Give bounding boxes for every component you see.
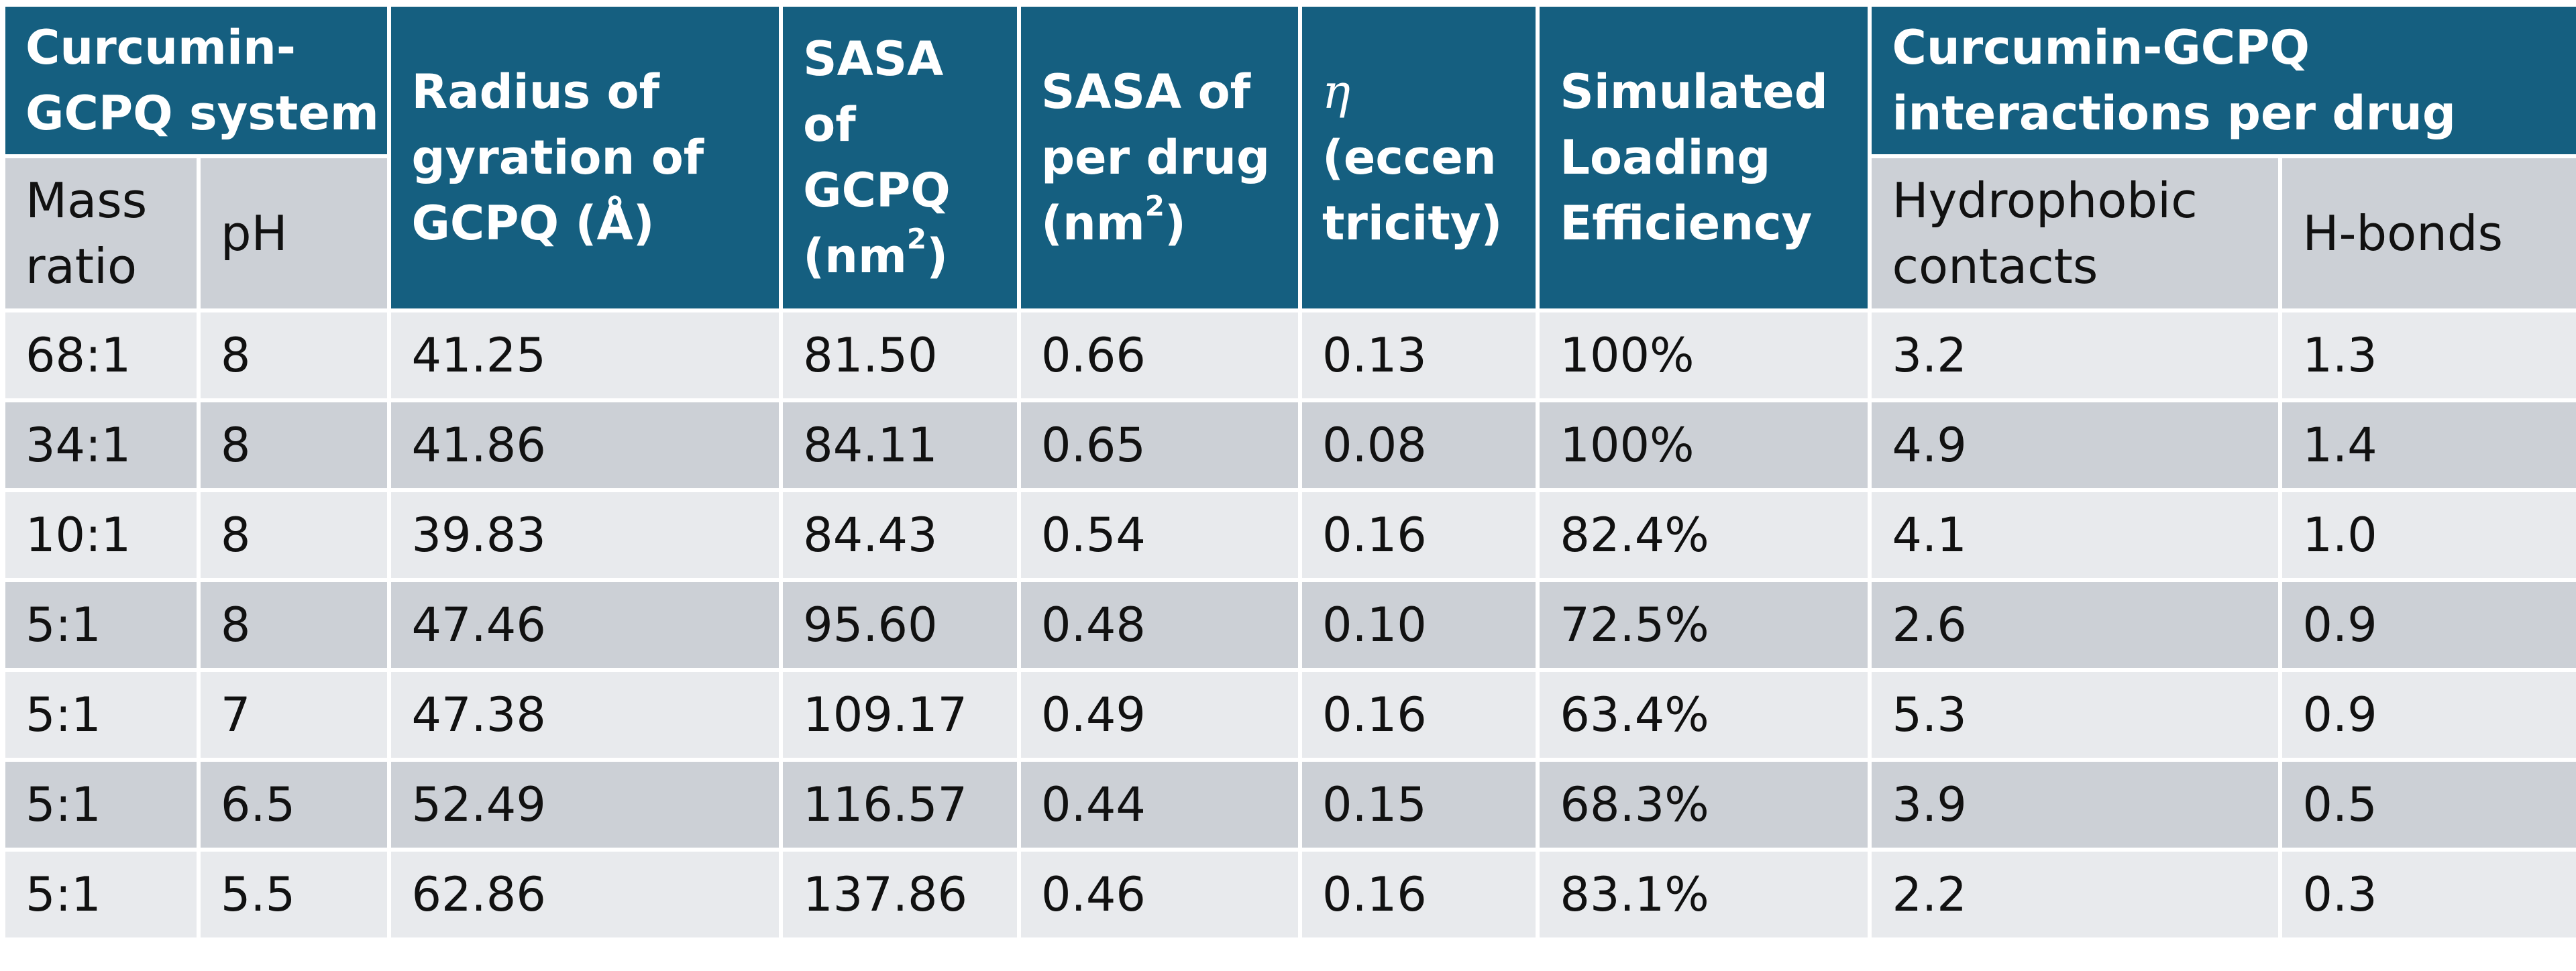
header-text: Hydrophobic contacts: [1892, 172, 2198, 294]
cell-hbonds: 0.3: [2282, 852, 2576, 937]
cell-eccentricity: 0.16: [1301, 852, 1536, 937]
table-row: 68:1 8 41.25 81.50 0.66 0.13 100% 3.2 1.…: [5, 312, 2576, 398]
cell-radius: 52.49: [391, 762, 780, 848]
header-text: Mass ratio: [25, 172, 148, 294]
cell-sasa-gcpq: 137.86: [783, 852, 1018, 937]
cell-radius: 41.86: [391, 402, 780, 488]
cell-eccentricity: 0.13: [1301, 312, 1536, 398]
cell-loading: 82.4%: [1540, 492, 1868, 578]
header-text: pH: [220, 205, 288, 262]
header-text: SASA of per drug (nm: [1041, 64, 1271, 251]
table-row: 5:1 7 47.38 109.17 0.49 0.16 63.4% 5.3 0…: [5, 672, 2576, 758]
cell-hbonds: 1.3: [2282, 312, 2576, 398]
header-hydrophobic-contacts: Hydrophobic contacts: [1872, 158, 2279, 308]
cell-eccentricity: 0.08: [1301, 402, 1536, 488]
cell-eccentricity: 0.10: [1301, 582, 1536, 668]
cell-mass-ratio: 34:1: [5, 402, 197, 488]
cell-sasa-drug: 0.48: [1021, 582, 1298, 668]
cell-ph: 7: [200, 672, 388, 758]
cell-radius: 47.46: [391, 582, 780, 668]
table-row: 5:1 8 47.46 95.60 0.48 0.10 72.5% 2.6 0.…: [5, 582, 2576, 668]
cell-loading: 100%: [1540, 312, 1868, 398]
header-text: Simulated Loading Efficiency: [1560, 64, 1828, 251]
cell-sasa-gcpq: 116.57: [783, 762, 1018, 848]
cell-loading: 100%: [1540, 402, 1868, 488]
header-radius-of-gyration: Radius of gyration of GCPQ (Å): [391, 7, 780, 308]
cell-sasa-gcpq: 84.11: [783, 402, 1018, 488]
header-interactions-per-drug: Curcumin-GCPQ interactions per drug: [1872, 7, 2576, 154]
header-eccentricity: η (eccen tricity): [1301, 7, 1536, 308]
cell-hydrophobic: 4.1: [1872, 492, 2279, 578]
cell-loading: 63.4%: [1540, 672, 1868, 758]
superscript-2: 2: [1144, 189, 1165, 223]
cell-mass-ratio: 10:1: [5, 492, 197, 578]
cell-eccentricity: 0.15: [1301, 762, 1536, 848]
table-row: 5:1 5.5 62.86 137.86 0.46 0.16 83.1% 2.2…: [5, 852, 2576, 937]
cell-sasa-drug: 0.66: [1021, 312, 1298, 398]
cell-hbonds: 1.0: [2282, 492, 2576, 578]
cell-sasa-gcpq: 81.50: [783, 312, 1018, 398]
header-text: ): [1165, 196, 1187, 251]
header-text: SASA of GCPQ (nm: [803, 32, 951, 284]
cell-sasa-drug: 0.44: [1021, 762, 1298, 848]
cell-sasa-drug: 0.54: [1021, 492, 1298, 578]
cell-mass-ratio: 5:1: [5, 762, 197, 848]
cell-mass-ratio: 5:1: [5, 852, 197, 937]
header-loading-efficiency: Simulated Loading Efficiency: [1540, 7, 1868, 308]
cell-ph: 8: [200, 312, 388, 398]
results-table: Curcumin- GCPQ system Radius of gyration…: [1, 3, 2576, 941]
cell-hbonds: 0.9: [2282, 672, 2576, 758]
cell-eccentricity: 0.16: [1301, 492, 1536, 578]
cell-radius: 39.83: [391, 492, 780, 578]
cell-hbonds: 0.5: [2282, 762, 2576, 848]
cell-sasa-gcpq: 84.43: [783, 492, 1018, 578]
header-sasa-per-drug: SASA of per drug (nm2): [1021, 7, 1298, 308]
cell-hydrophobic: 2.2: [1872, 852, 2279, 937]
cell-hydrophobic: 4.9: [1872, 402, 2279, 488]
table-row: 10:1 8 39.83 84.43 0.54 0.16 82.4% 4.1 1…: [5, 492, 2576, 578]
cell-sasa-drug: 0.49: [1021, 672, 1298, 758]
cell-hydrophobic: 2.6: [1872, 582, 2279, 668]
eta-symbol: η: [1322, 64, 1350, 119]
superscript-2: 2: [906, 222, 927, 255]
header-ph: pH: [200, 158, 388, 308]
cell-mass-ratio: 68:1: [5, 312, 197, 398]
cell-sasa-drug: 0.46: [1021, 852, 1298, 937]
cell-hbonds: 0.9: [2282, 582, 2576, 668]
cell-hydrophobic: 3.9: [1872, 762, 2279, 848]
header-text: (eccen tricity): [1322, 130, 1503, 251]
cell-ph: 8: [200, 582, 388, 668]
cell-loading: 68.3%: [1540, 762, 1868, 848]
cell-sasa-drug: 0.65: [1021, 402, 1298, 488]
cell-hydrophobic: 5.3: [1872, 672, 2279, 758]
cell-hydrophobic: 3.2: [1872, 312, 2279, 398]
header-h-bonds: H-bonds: [2282, 158, 2576, 308]
cell-radius: 62.86: [391, 852, 780, 937]
header-text: Curcumin-GCPQ interactions per drug: [1892, 20, 2456, 141]
cell-ph: 8: [200, 492, 388, 578]
cell-loading: 72.5%: [1540, 582, 1868, 668]
cell-eccentricity: 0.16: [1301, 672, 1536, 758]
cell-radius: 47.38: [391, 672, 780, 758]
header-sasa-gcpq: SASA of GCPQ (nm2): [783, 7, 1018, 308]
table-row: 5:1 6.5 52.49 116.57 0.44 0.15 68.3% 3.9…: [5, 762, 2576, 848]
header-text: Radius of gyration of GCPQ (Å): [411, 64, 704, 251]
cell-ph: 8: [200, 402, 388, 488]
header-curcumin-gcpq-system: Curcumin- GCPQ system: [5, 7, 388, 154]
cell-radius: 41.25: [391, 312, 780, 398]
table-row: 34:1 8 41.86 84.11 0.65 0.08 100% 4.9 1.…: [5, 402, 2576, 488]
cell-hbonds: 1.4: [2282, 402, 2576, 488]
cell-ph: 5.5: [200, 852, 388, 937]
header-mass-ratio: Mass ratio: [5, 158, 197, 308]
cell-mass-ratio: 5:1: [5, 582, 197, 668]
header-text: Curcumin- GCPQ system: [25, 20, 379, 141]
cell-loading: 83.1%: [1540, 852, 1868, 937]
cell-sasa-gcpq: 95.60: [783, 582, 1018, 668]
cell-mass-ratio: 5:1: [5, 672, 197, 758]
cell-ph: 6.5: [200, 762, 388, 848]
header-text: ): [926, 229, 949, 284]
header-text: H-bonds: [2302, 205, 2504, 262]
cell-sasa-gcpq: 109.17: [783, 672, 1018, 758]
